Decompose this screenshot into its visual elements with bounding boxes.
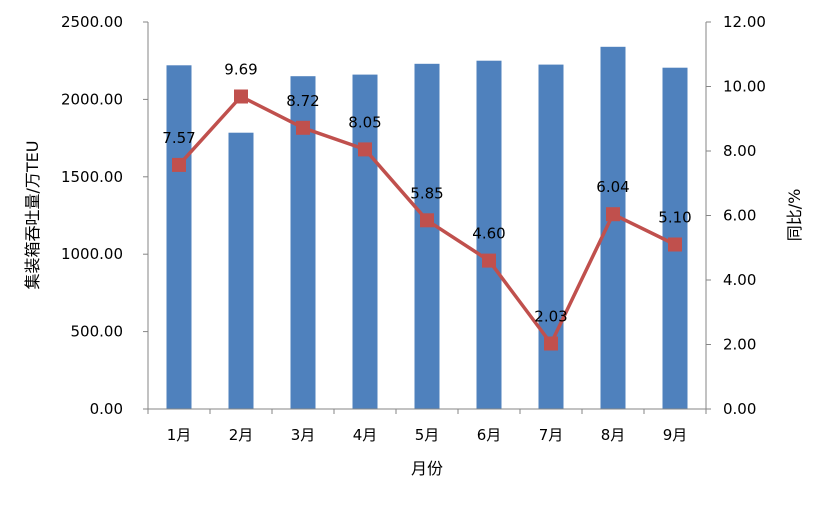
left-tick-label: 0.00 [90,400,123,418]
right-tick-label: 2.00 [723,336,756,354]
line-marker-6 [482,253,496,268]
data-label-8: 6.04 [596,178,629,196]
data-label-4: 8.05 [348,113,381,131]
line-marker-4 [358,142,372,157]
x-tick-label: 9月 [663,426,688,444]
data-label-5: 5.85 [410,184,443,202]
data-label-9: 5.10 [658,209,691,227]
line-series [172,89,682,351]
left-tick-label: 2500.00 [61,13,123,31]
x-tick-label: 7月 [539,426,564,444]
right-tick-label: 6.00 [723,207,756,225]
x-axis-title: 月份 [411,459,443,478]
line-marker-7 [544,336,558,351]
line-marker-9 [668,237,682,252]
left-axis-ticks: 0.00 500.00 1000.00 1500.00 2000.00 2500.00 [61,13,148,418]
bar-2 [228,132,254,409]
line-marker-2 [234,89,248,104]
data-label-1: 7.57 [162,129,195,147]
x-tick-label: 8月 [601,426,626,444]
x-axis-ticks: 1月 2月 3月 4月 5月 6月 7月 8月 9月 [147,409,707,444]
left-tick-label: 1000.00 [61,245,123,263]
bar-6 [476,60,502,409]
right-tick-label: 10.00 [723,78,766,96]
left-tick-label: 2000.00 [61,90,123,108]
x-tick-label: 6月 [477,426,502,444]
left-tick-label: 500.00 [71,323,124,341]
left-tick-label: 1500.00 [61,168,123,186]
bar-4 [352,74,378,409]
left-axis-title: 集装箱吞吐量/万TEU [23,141,42,290]
bar-1 [166,65,192,410]
data-label-7: 2.03 [534,308,567,326]
x-tick-label: 5月 [415,426,440,444]
x-tick-label: 4月 [353,426,378,444]
data-label-2: 9.69 [224,61,257,79]
bar-7 [538,64,564,409]
x-tick-label: 1月 [167,426,192,444]
right-tick-label: 8.00 [723,142,756,160]
data-label-3: 8.72 [286,92,319,110]
line-marker-8 [606,207,620,222]
bar-8 [600,46,626,410]
x-tick-label: 2月 [229,426,254,444]
right-axis-title: 同比/% [785,189,804,242]
right-axis-ticks: 0.00 2.00 4.00 6.00 8.00 10.00 12.00 [706,13,766,418]
right-tick-label: 12.00 [723,13,766,31]
right-tick-label: 0.00 [723,400,756,418]
right-tick-label: 4.00 [723,271,756,289]
line-marker-5 [420,213,434,228]
bar-5 [414,63,440,410]
line-marker-3 [296,120,310,135]
data-labels: 7.57 9.69 8.72 8.05 5.85 4.60 2.03 6.04 5.10 [162,61,691,326]
line-marker-1 [172,157,186,172]
x-tick-label: 3月 [291,426,316,444]
data-label-6: 4.60 [472,225,505,243]
